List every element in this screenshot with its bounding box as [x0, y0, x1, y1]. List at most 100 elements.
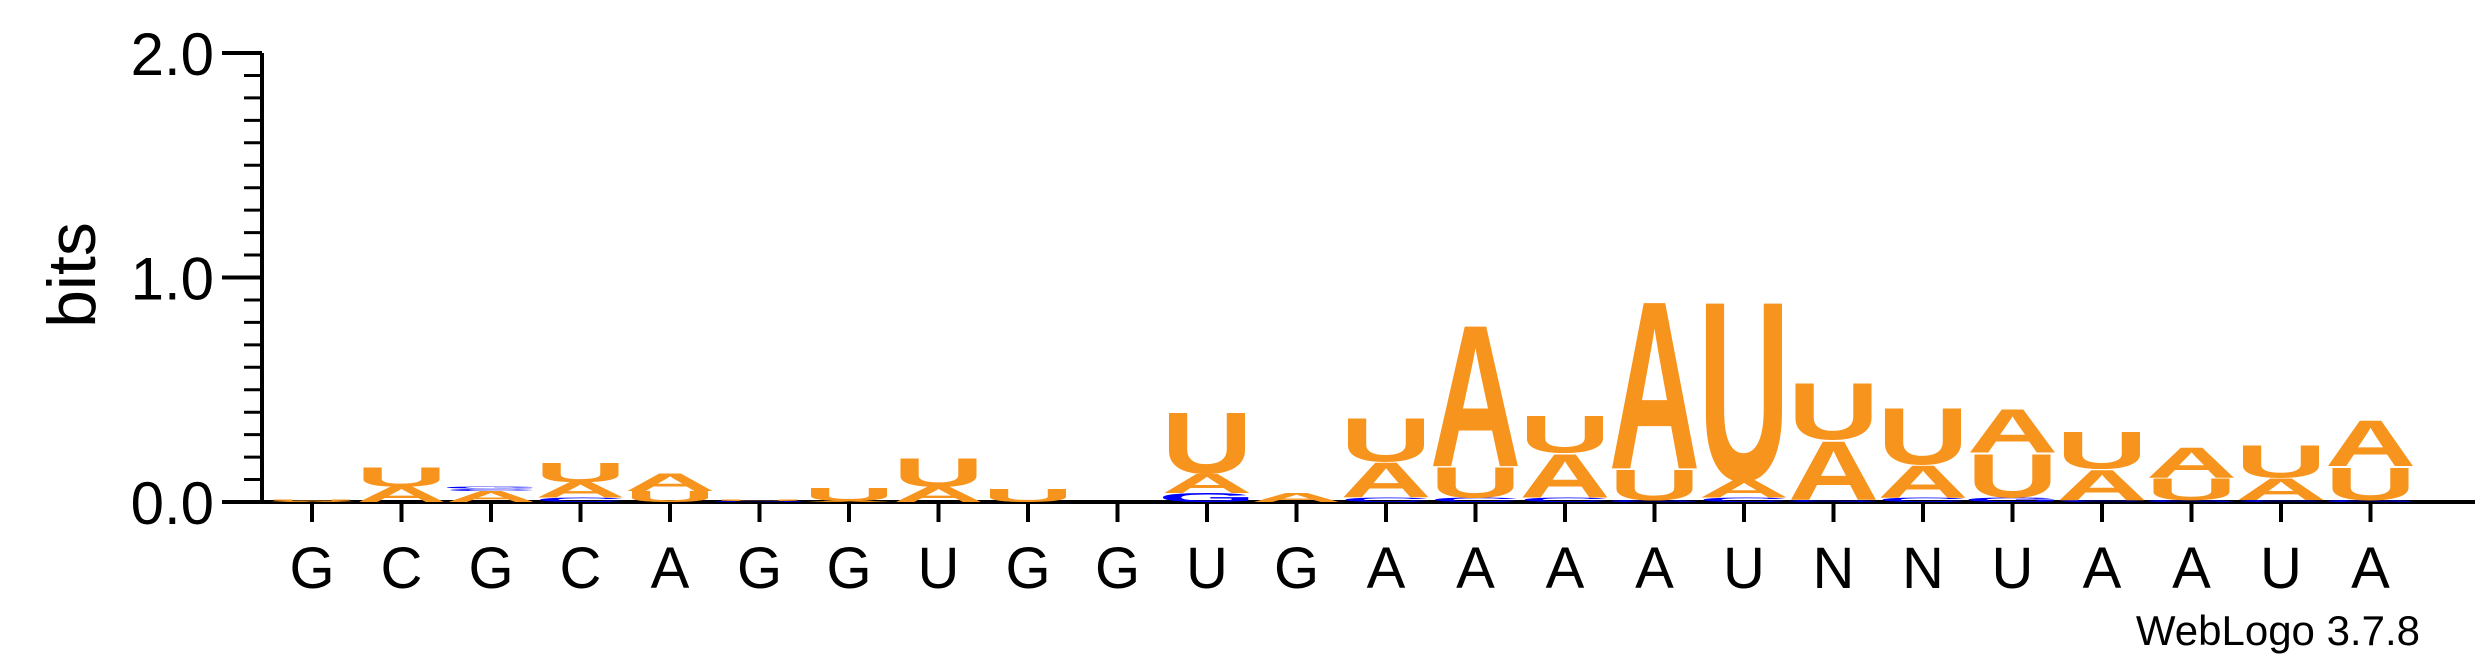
logo-letter-U: U	[2235, 436, 2326, 488]
logo-column: GAU	[1158, 395, 1256, 505]
consensus-label: U	[1723, 536, 1765, 601]
weblogo-credit: WebLogo 3.7.8	[2136, 607, 2420, 654]
logo-letter-U: U	[356, 461, 447, 492]
y-tick-label: 0.0	[131, 470, 214, 537]
consensus-label: N	[1813, 536, 1855, 601]
consensus-label: A	[651, 536, 690, 601]
consensus-label: G	[1095, 536, 1140, 601]
logo-letter-A: A	[803, 501, 894, 503]
logo-letter-U: U	[1698, 248, 1789, 534]
logo-letter-C: C	[2235, 499, 2326, 502]
logo-letter-U: U	[1161, 395, 1252, 492]
logo-letter-A: A	[1161, 468, 1252, 499]
logo-letter-U: U	[1877, 391, 1968, 482]
logo-letter-U: U	[2056, 420, 2147, 480]
consensus-label: A	[2351, 536, 2390, 601]
logo-letter-C: C	[1340, 496, 1431, 503]
logo-letter-U: U	[2146, 472, 2237, 507]
logo-column: CAU	[2235, 436, 2326, 507]
logo-letter-G: G	[1963, 496, 2061, 503]
logo-column: CUA	[1430, 283, 1521, 510]
logo-letter-G: G	[2142, 499, 2240, 502]
logo-letter-A: A	[1340, 453, 1431, 509]
y-tick-label: 1.0	[131, 246, 214, 313]
logo-letter-G: G	[710, 501, 808, 503]
logo-letter-A: A	[1698, 475, 1789, 503]
logo-letter-C: C	[535, 496, 626, 503]
consensus-label: G	[1274, 536, 1319, 601]
consensus-label: U	[1186, 536, 1228, 601]
consensus-label: G	[1005, 536, 1050, 601]
logo-column: U	[982, 485, 1073, 506]
logo-column: A	[1251, 491, 1342, 505]
logo-letter-U: U	[1788, 366, 1879, 457]
logo-column: GUA	[2142, 438, 2240, 506]
logo-letter-U: U	[1967, 442, 2058, 511]
consensus-label: G	[289, 536, 334, 601]
logo-column: AU	[803, 484, 894, 505]
logo-letter-A: A	[1519, 442, 1610, 511]
logo-column: CAU	[2056, 420, 2147, 509]
consensus-label: A	[2083, 536, 2122, 601]
logo-letter-A: A	[1877, 456, 1968, 508]
consensus-label: U	[2260, 536, 2302, 601]
logo-letter-A: A	[624, 468, 715, 496]
logo-letter-U: U	[893, 450, 984, 495]
logo-letter-U: U	[714, 499, 805, 501]
logo-letter-U: U	[803, 484, 894, 505]
logo-column: GU	[710, 499, 808, 502]
logo-column: CAU	[1877, 391, 1968, 508]
logo-letter-U: U	[1609, 461, 1700, 510]
logo-column: UA	[624, 468, 715, 505]
logo-letter-C: C	[1430, 496, 1521, 503]
logo-letter-U: U	[624, 488, 715, 505]
consensus-label: A	[2172, 536, 2211, 601]
logo-letter-A: A	[2325, 408, 2416, 481]
logo-letter-U: U	[1519, 405, 1610, 465]
logo-letter-G: G	[1784, 499, 1882, 502]
logo-letter-U: U	[266, 499, 357, 501]
logo-column: CAU	[1698, 248, 1789, 534]
logo-letter-C: C	[1519, 496, 1610, 503]
logo-letter-C: C	[1698, 496, 1789, 503]
logo-letter-G: G	[1605, 499, 1703, 502]
logo-letter-C: C	[2056, 499, 2147, 502]
logo-letter-A: A	[535, 478, 626, 502]
logo-column: AU	[893, 450, 984, 507]
logo-letter-A: A	[2146, 438, 2237, 487]
logo-letter-U: U	[1430, 458, 1521, 507]
logo-letter-G: G	[1158, 491, 1256, 505]
logo-column: GAU	[1784, 366, 1882, 518]
logo-letter-A: A	[1430, 283, 1521, 510]
logo-letter-A: A	[1609, 251, 1700, 520]
consensus-label: U	[1992, 536, 2034, 601]
logo-letter-A: A	[1251, 491, 1342, 505]
logo-column: ACG	[442, 486, 540, 506]
logo-column: CAU	[535, 457, 626, 504]
logo-column: CAU	[1340, 406, 1431, 508]
logo-letter-A: A	[445, 488, 536, 505]
logo-letter-C: C	[1877, 496, 1968, 503]
logo-column: GUA	[1963, 397, 2061, 511]
logo-letter-U: U	[1340, 406, 1431, 475]
logo-letter-U: U	[535, 457, 626, 488]
logo-column: AU	[356, 461, 447, 507]
consensus-label: A	[1635, 536, 1674, 601]
logo-letter-U: U	[982, 485, 1073, 506]
logo-letter-U: U	[2325, 458, 2416, 510]
logo-letter-G: G	[442, 486, 540, 489]
consensus-label: G	[826, 536, 871, 601]
y-axis-label: bits	[34, 222, 110, 328]
consensus-label: A	[1367, 536, 1406, 601]
logo-letter-A: A	[2235, 472, 2326, 507]
y-axis: 0.0 1.0 2.0	[131, 21, 2475, 537]
consensus-label: U	[918, 536, 960, 601]
logo-letter-A: A	[2056, 461, 2147, 510]
consensus-label: C	[381, 536, 423, 601]
logo-column: AU	[266, 499, 357, 502]
consensus-label: C	[560, 536, 602, 601]
logo-column: GUA	[2321, 408, 2419, 510]
logo-letter-G: G	[2321, 499, 2419, 502]
